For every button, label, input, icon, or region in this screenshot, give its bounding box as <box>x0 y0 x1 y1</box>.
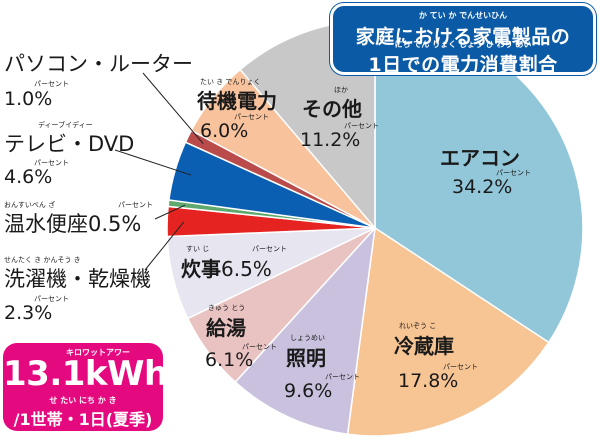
label-other-pct: 11.2% <box>300 129 361 151</box>
total-unit-ruby: せ たい にち か き <box>49 396 117 405</box>
label-tv: テレビ・DVD <box>4 128 134 158</box>
chart-title-line-2: 1日での電力消費割合 <box>368 54 558 76</box>
label-fridge-name: 冷蔵庫 <box>394 334 454 358</box>
label-pc-router-pct-ruby: パーセント <box>34 80 69 88</box>
label-bidet-ruby: おんすいべん ざ <box>4 201 56 209</box>
label-bidet-pct-ruby: パーセント <box>118 201 153 209</box>
total-consumption-box: キロワットアワー 13.1kWh せ たい にち か き /1世帯・1日(夏季) <box>3 343 168 431</box>
label-lighting-pct-ruby: パーセント <box>325 373 360 381</box>
label-tv-name: テレビ・DVD <box>4 132 135 156</box>
leader-bidet <box>154 204 186 220</box>
label-aircon-pct: 34.2% <box>452 176 513 198</box>
leader-tv <box>114 149 192 176</box>
title-ruby-2: にち でん りょく しょう ひ わり あい <box>394 40 532 49</box>
label-aircon: エアコン <box>440 142 520 171</box>
label-aircon-name: エアコン <box>440 146 520 170</box>
label-cooking-pct-ruby: パーセント <box>252 245 287 253</box>
label-pc-router-name: パソコン・ルーター <box>4 52 193 76</box>
label-standby-pct-ruby: パーセント <box>234 113 269 121</box>
label-lighting-pct: 9.6% <box>284 380 333 402</box>
label-standby-name: 待機電力 <box>197 89 277 113</box>
label-cooking-name: 炊事 <box>181 257 221 281</box>
total-value: 13.1kWh <box>3 354 168 394</box>
label-standby-pct: 6.0% <box>200 120 249 142</box>
label-standby-ruby: たい き でんりょく <box>200 78 261 86</box>
leader-laundry <box>144 221 185 271</box>
label-water-heater-pct: 6.1% <box>205 349 254 371</box>
label-other-pct-ruby: パーセント <box>344 122 379 130</box>
label-cooking-pct: 6.5% <box>221 257 272 281</box>
label-aircon-pct-ruby: パーセント <box>496 169 531 177</box>
label-bidet-name: 温水便座 <box>4 212 88 236</box>
title-ruby-1: か てい か でんせいひん <box>418 11 508 20</box>
chart-title-box: か てい か でんせいひん 家庭における家電製品の にち でん りょく しょう … <box>330 3 596 76</box>
label-pc-router: パソコン・ルーター <box>4 48 193 78</box>
label-tv-pct-ruby: パーセント <box>34 159 69 167</box>
label-other-ruby: ほか <box>334 86 348 94</box>
label-fridge-pct: 17.8% <box>398 370 459 392</box>
label-laundry-pct: 2.3% <box>4 302 53 324</box>
label-fridge-pct-ruby: パーセント <box>443 363 478 371</box>
label-tv-pct: 4.6% <box>4 166 53 188</box>
label-laundry-ruby: せんたく き かんそう き <box>4 256 81 264</box>
pie-slice-fridge <box>346 226 550 437</box>
label-bidet: 温水便座0.5% <box>4 208 141 238</box>
label-lighting-name: 照明 <box>286 346 326 370</box>
label-laundry-name: 洗濯機・乾燥機 <box>4 267 151 291</box>
label-tv-ruby: ディーブイディー <box>38 121 93 129</box>
label-water-heater-name: 給湯 <box>206 316 246 340</box>
chart-title-line-1: 家庭における家電製品の <box>355 26 571 48</box>
label-lighting-ruby: しょうめい <box>290 334 325 342</box>
pie-slice-lighting <box>234 225 377 436</box>
leader-pc-router <box>142 72 204 144</box>
label-laundry-pct-ruby: パーセント <box>34 295 69 303</box>
total-ruby: キロワットアワー <box>66 348 130 357</box>
label-cooking-ruby: すい じ <box>186 245 210 253</box>
label-laundry: 洗濯機・乾燥機 <box>4 263 151 293</box>
label-pc-router-pct: 1.0% <box>4 88 53 110</box>
label-water-heater-pct-ruby: パーセント <box>242 343 277 351</box>
label-bidet-pct: 0.5% <box>88 212 142 236</box>
label-water-heater-ruby: きゅう とう <box>208 304 246 312</box>
total-unit: /1世帯・1日(夏季) <box>13 410 153 429</box>
label-other-name: その他 <box>302 97 362 121</box>
label-cooking: 炊事6.5% <box>181 253 272 282</box>
label-fridge-ruby: れいぞう こ <box>399 322 437 330</box>
